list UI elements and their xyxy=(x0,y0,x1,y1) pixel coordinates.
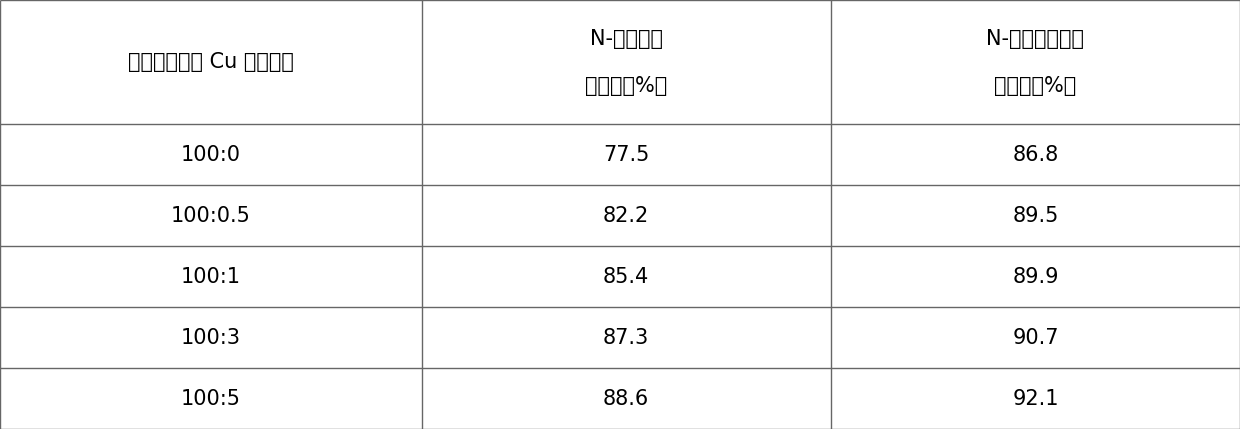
Text: 92.1: 92.1 xyxy=(1012,389,1059,408)
Text: 82.2: 82.2 xyxy=(603,206,650,226)
Text: 89.9: 89.9 xyxy=(1012,267,1059,287)
Text: 氧化多孔炭与 Cu 的质量比: 氧化多孔炭与 Cu 的质量比 xyxy=(128,52,294,72)
Text: 89.5: 89.5 xyxy=(1012,206,1059,226)
Text: 100:3: 100:3 xyxy=(181,328,241,347)
Text: 90.7: 90.7 xyxy=(1012,328,1059,347)
Text: N-甲基咀啊: N-甲基咀啊 xyxy=(590,29,662,48)
Text: 77.5: 77.5 xyxy=(603,145,650,165)
Text: 转化率（%）: 转化率（%） xyxy=(585,76,667,96)
Text: 选择性（%）: 选择性（%） xyxy=(994,76,1076,96)
Text: 86.8: 86.8 xyxy=(1012,145,1059,165)
Text: 88.6: 88.6 xyxy=(603,389,650,408)
Text: 85.4: 85.4 xyxy=(603,267,650,287)
Text: 100:1: 100:1 xyxy=(181,267,241,287)
Text: 100:0.5: 100:0.5 xyxy=(171,206,250,226)
Text: N-甲基氧化咀啊: N-甲基氧化咀啊 xyxy=(986,29,1085,48)
Text: 100:5: 100:5 xyxy=(181,389,241,408)
Text: 87.3: 87.3 xyxy=(603,328,650,347)
Text: 100:0: 100:0 xyxy=(181,145,241,165)
